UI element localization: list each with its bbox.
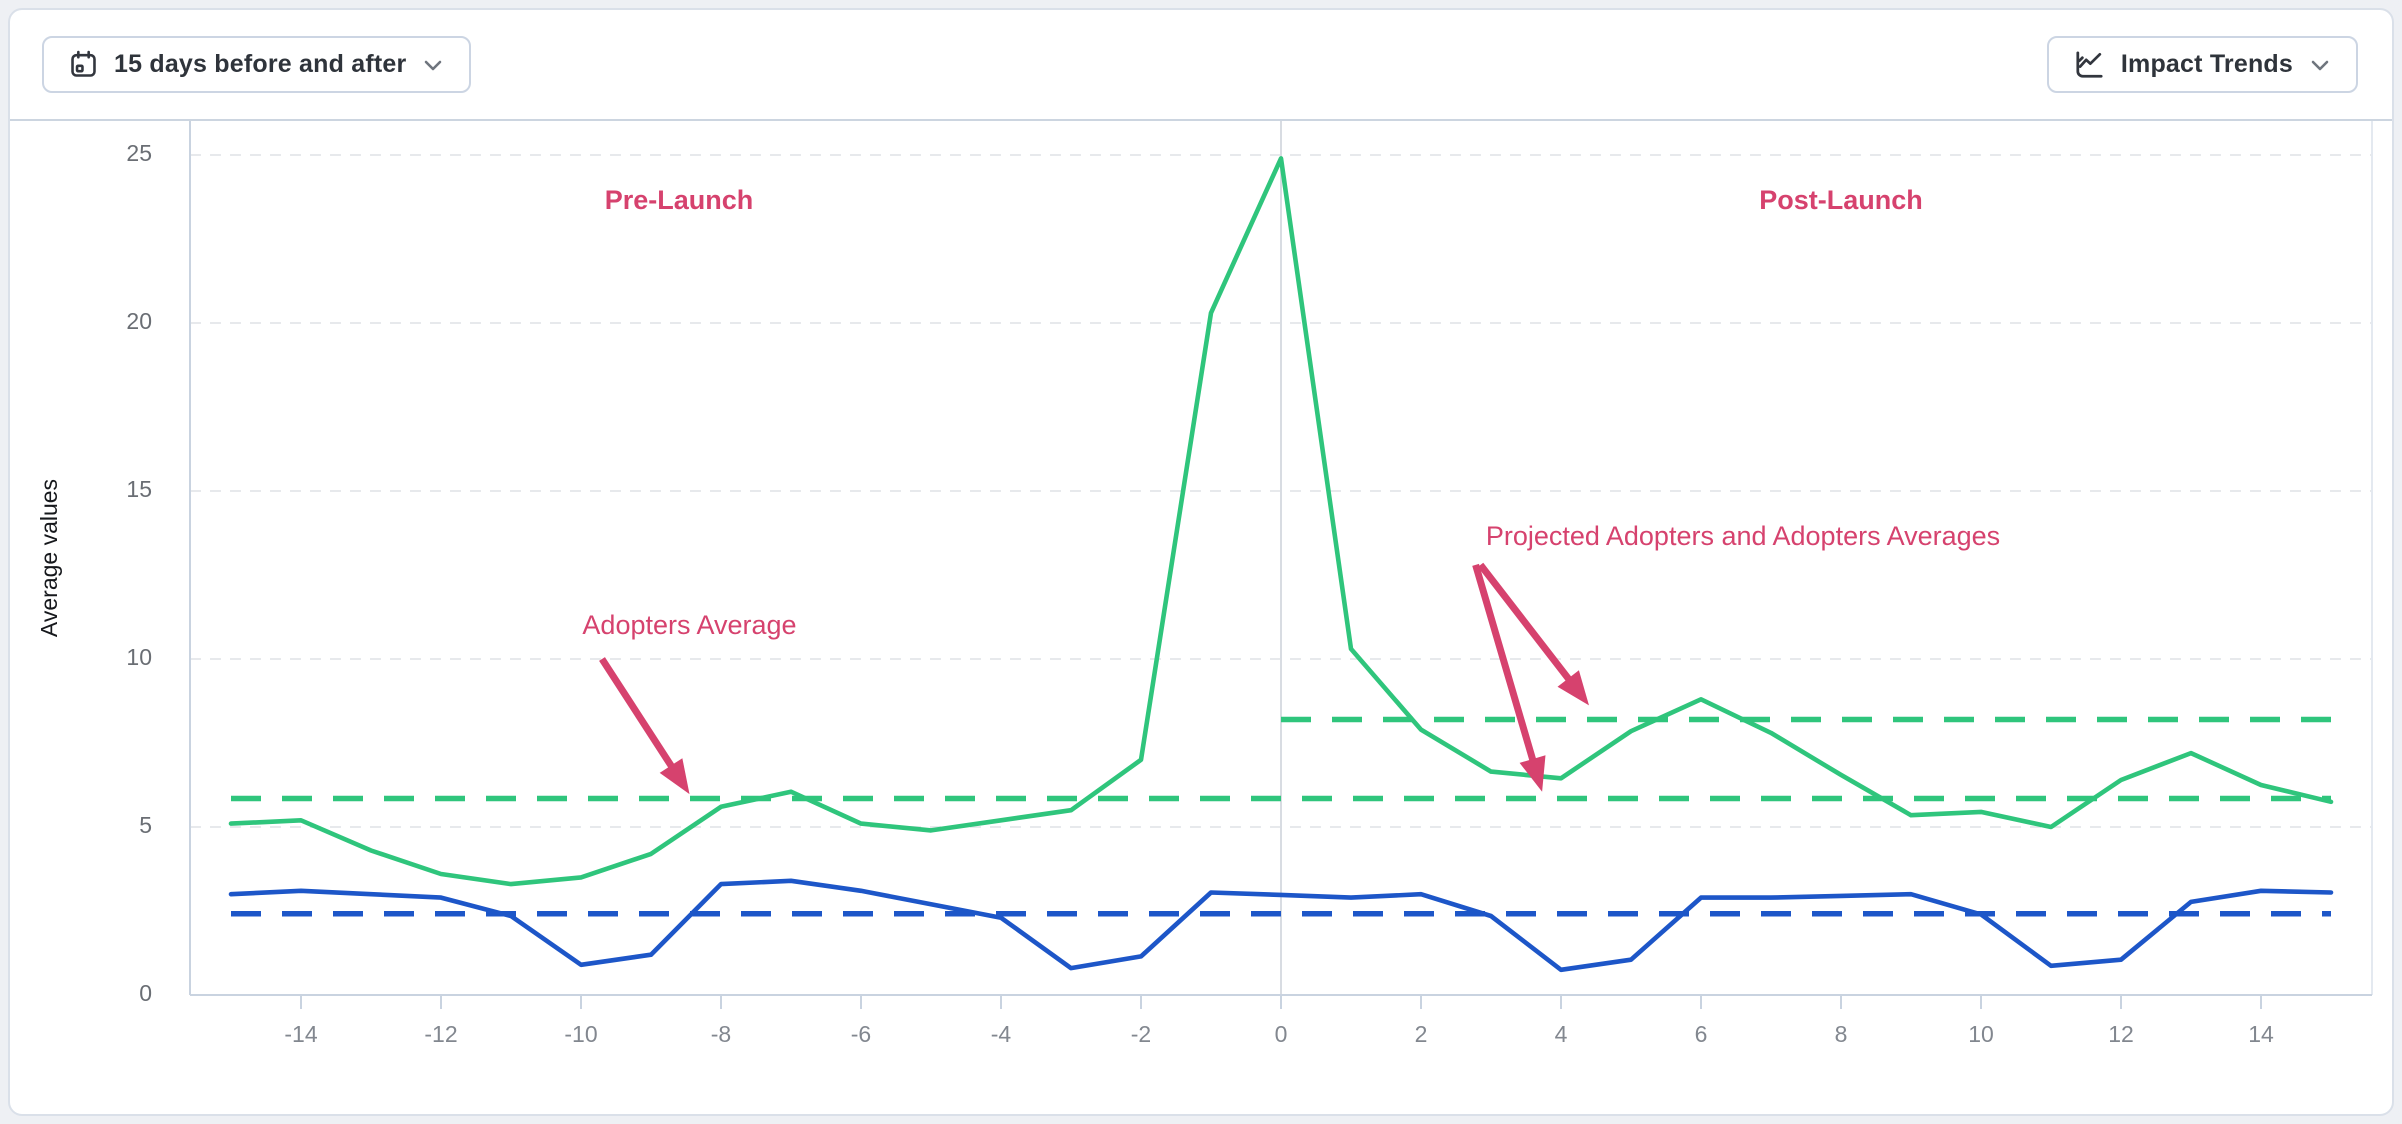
chevron-down-icon — [2308, 53, 2332, 77]
chart-header: 15 days before and after Impact — [10, 10, 2392, 121]
date-range-dropdown[interactable]: 15 days before and after — [42, 36, 472, 93]
impact-trends-dropdown[interactable]: Impact Trends — [2046, 36, 2358, 93]
date-range-label: 15 days before and after — [114, 50, 407, 78]
impact-trends-label: Impact Trends — [2120, 50, 2293, 78]
chevron-down-icon — [421, 53, 445, 77]
dashboard-card: 15 days before and after Impact — [8, 8, 2394, 1116]
calendar-icon — [68, 49, 99, 80]
trend-chart-icon — [2073, 48, 2106, 81]
